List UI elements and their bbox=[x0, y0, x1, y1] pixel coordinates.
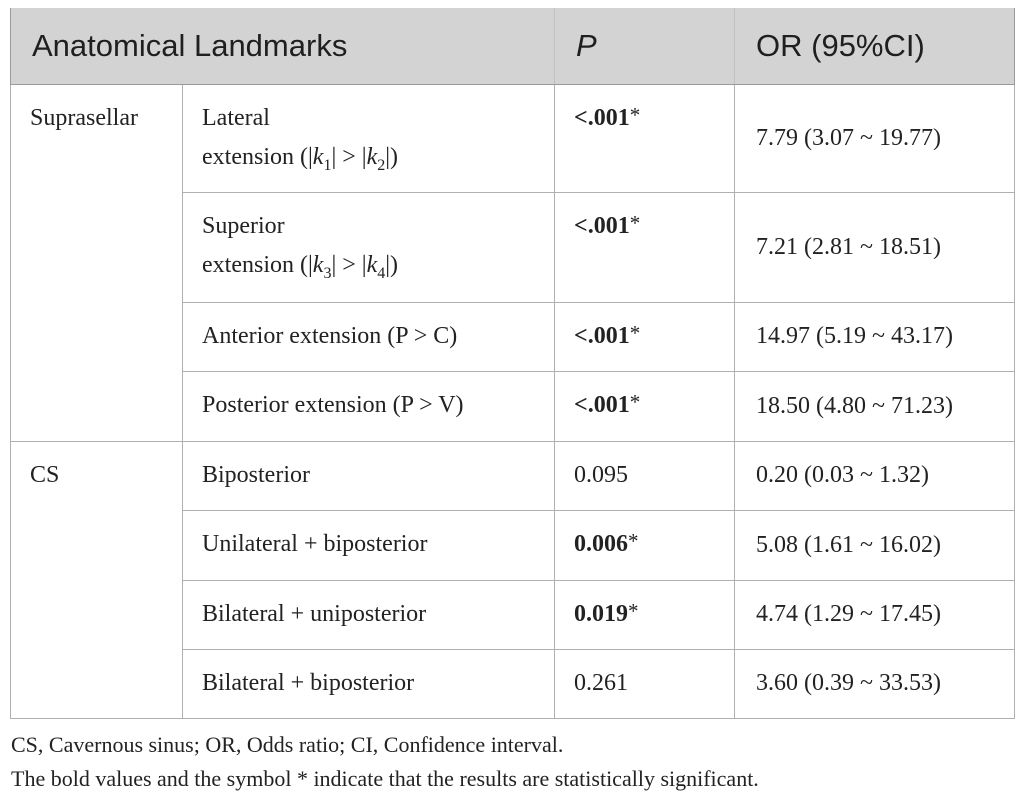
k-subscript: 4 bbox=[377, 264, 386, 282]
table-body: Suprasellar Lateral extension (|k1| > |k… bbox=[10, 83, 1016, 719]
landmark-label-prefix: extension (| bbox=[202, 143, 313, 170]
header-anatomical-landmarks: Anatomical Landmarks bbox=[9, 8, 556, 85]
table-row: Suprasellar Lateral extension (|k1| > |k… bbox=[10, 83, 1016, 442]
landmark-cell: Lateral extension (|k1| > |k2|) bbox=[181, 83, 556, 193]
odds-ratio-cell: 5.08 (1.61 ~ 16.02) bbox=[734, 509, 1016, 581]
landmark-label-line1: Lateral bbox=[202, 104, 270, 131]
table-row: Bilateral + biposterior 0.261 3.60 (0.39… bbox=[11, 648, 1016, 719]
odds-ratio-cell: 7.21 (2.81 ~ 18.51) bbox=[734, 191, 1016, 303]
header-row: Anatomical Landmarks P OR (95%CI) bbox=[9, 8, 1016, 85]
results-table: Anatomical Landmarks P OR (95%CI) Supras… bbox=[9, 8, 1016, 719]
p-value: 0.019 bbox=[574, 600, 629, 627]
significance-star: * bbox=[629, 389, 641, 414]
significance-star: * bbox=[629, 102, 641, 127]
p-value: <.001 bbox=[574, 104, 630, 131]
p-value-cell: 0.019* bbox=[554, 579, 736, 650]
p-value-cell: 0.261 bbox=[554, 648, 736, 719]
k-subscript: 1 bbox=[323, 156, 332, 174]
table-row: Unilateral + biposterior 0.006* 5.08 (1.… bbox=[11, 509, 1016, 581]
footnote-significance: The bold values and the symbol * indicat… bbox=[11, 766, 759, 791]
landmark-cell: Posterior extension (P > V) bbox=[181, 370, 556, 442]
group-label-suprasellar: Suprasellar bbox=[10, 83, 183, 442]
odds-ratio-cell: 18.50 (4.80 ~ 71.23) bbox=[734, 370, 1016, 442]
significance-star: * bbox=[628, 528, 639, 553]
landmark-label-line1: Superior bbox=[202, 212, 285, 239]
p-value-cell: 0.006* bbox=[554, 509, 736, 581]
p-value-cell: <.001* bbox=[554, 83, 736, 193]
odds-ratio-cell: 14.97 (5.19 ~ 43.17) bbox=[734, 301, 1016, 372]
p-value: 0.006 bbox=[574, 530, 629, 557]
p-value: <.001 bbox=[574, 391, 630, 418]
landmark-cell: Superior extension (|k3| > |k4|) bbox=[181, 191, 556, 303]
significance-star: * bbox=[628, 598, 639, 623]
header-p-value: P bbox=[554, 8, 736, 85]
header-odds-ratio: OR (95%CI) bbox=[734, 8, 1016, 85]
significance-star: * bbox=[629, 210, 641, 235]
k-subscript: 2 bbox=[377, 156, 386, 174]
table-row: Superior extension (|k3| > |k4|) <.001* … bbox=[11, 191, 1016, 303]
footnote-abbreviations: CS, Cavernous sinus; OR, Odds ratio; CI,… bbox=[11, 732, 564, 757]
table-row: Posterior extension (P > V) <.001* 18.50… bbox=[11, 370, 1016, 442]
k-variable: k bbox=[366, 251, 378, 278]
p-value: 0.261 bbox=[574, 669, 629, 696]
group-label-cs: CS bbox=[10, 440, 183, 719]
k-subscript: 3 bbox=[323, 264, 332, 282]
odds-ratio-cell: 3.60 (0.39 ~ 33.53) bbox=[734, 648, 1016, 719]
p-value-cell: <.001* bbox=[554, 370, 736, 442]
odds-ratio-cell: 0.20 (0.03 ~ 1.32) bbox=[734, 440, 1016, 511]
p-value: <.001 bbox=[574, 212, 630, 239]
p-value-cell: 0.095 bbox=[554, 440, 736, 511]
landmark-label-suffix: |) bbox=[385, 143, 399, 170]
landmark-label-prefix: extension (| bbox=[202, 251, 313, 278]
odds-ratio-cell: 7.79 (3.07 ~ 19.77) bbox=[734, 83, 1016, 193]
landmark-cell: Bilateral + biposterior bbox=[181, 648, 556, 719]
table-header: Anatomical Landmarks P OR (95%CI) bbox=[9, 8, 1016, 85]
k-variable: k bbox=[312, 143, 324, 170]
table-row: Bilateral + uniposterior 0.019* 4.74 (1.… bbox=[11, 579, 1016, 650]
table-row: Anterior extension (P > C) <.001* 14.97 … bbox=[11, 301, 1016, 372]
p-value-cell: <.001* bbox=[554, 301, 736, 372]
landmark-cell: Biposterior bbox=[181, 440, 556, 511]
landmark-label-suffix: |) bbox=[385, 251, 399, 278]
p-value-cell: <.001* bbox=[554, 191, 736, 303]
p-value: <.001 bbox=[574, 322, 630, 349]
landmark-cell: Bilateral + uniposterior bbox=[181, 579, 556, 650]
p-value: 0.095 bbox=[574, 461, 629, 488]
odds-ratio-cell: 4.74 (1.29 ~ 17.45) bbox=[734, 579, 1016, 650]
k-variable: k bbox=[312, 251, 324, 278]
table-row: CS Biposterior 0.095 0.20 (0.03 ~ 1.32) bbox=[10, 440, 1016, 719]
comparison-operator: | > | bbox=[331, 251, 367, 278]
comparison-operator: | > | bbox=[331, 143, 367, 170]
k-variable: k bbox=[366, 143, 378, 170]
landmark-cell: Anterior extension (P > C) bbox=[181, 301, 556, 372]
landmark-cell: Unilateral + biposterior bbox=[181, 509, 556, 581]
significance-star: * bbox=[629, 320, 641, 345]
